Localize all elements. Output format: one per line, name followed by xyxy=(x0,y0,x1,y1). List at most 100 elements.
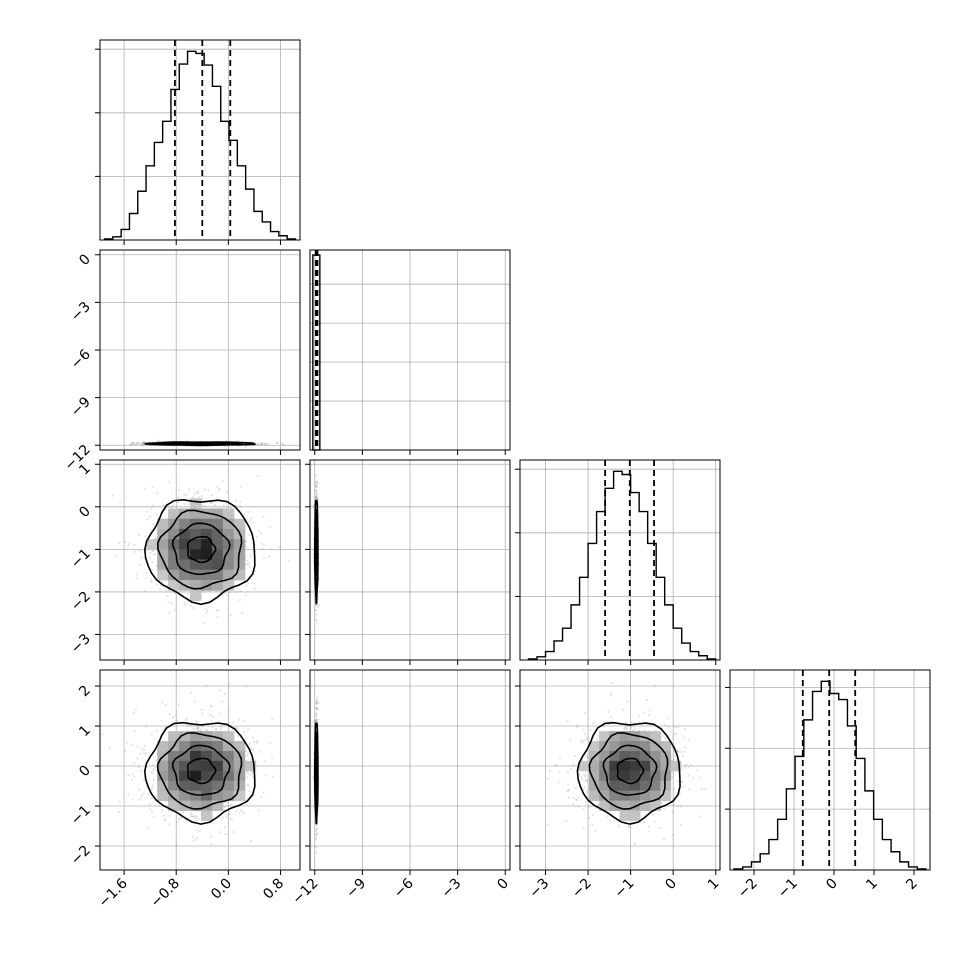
scatter-point xyxy=(195,836,198,839)
scatter-point xyxy=(156,492,159,495)
histogram-steps xyxy=(733,680,927,870)
scatter-point xyxy=(210,835,213,838)
scatter-point xyxy=(182,811,185,814)
scatter-point xyxy=(150,578,153,581)
scatter-point xyxy=(610,691,614,695)
scatter-point xyxy=(587,805,590,809)
scatter-point xyxy=(150,787,154,790)
density-cell xyxy=(222,731,235,742)
scatter-point xyxy=(262,515,265,518)
scatter-point xyxy=(194,719,197,722)
panel-frame xyxy=(99,459,301,661)
scatter-point xyxy=(145,577,148,580)
scatter-point xyxy=(312,504,316,507)
scatter-point xyxy=(239,809,242,812)
scatter-point xyxy=(260,796,263,799)
contour-line xyxy=(616,757,645,785)
scatter-point xyxy=(690,763,693,766)
scatter-panel-1-2 xyxy=(305,459,511,665)
scatter-point xyxy=(624,726,628,729)
scatter-point xyxy=(245,540,248,543)
scatter-point xyxy=(315,831,319,835)
y-tick-label: 2 xyxy=(76,683,94,701)
density-cell xyxy=(650,790,661,802)
density-cell xyxy=(190,528,202,540)
scatter-point xyxy=(202,621,205,624)
scatter-point xyxy=(609,694,612,697)
density-cell xyxy=(190,559,202,571)
contour-line xyxy=(186,757,217,785)
scatter-point xyxy=(230,803,233,806)
scatter-point xyxy=(218,689,221,692)
density-cell xyxy=(222,580,235,591)
scatter-point xyxy=(567,796,571,799)
scatter-point xyxy=(314,706,317,709)
scatter-point xyxy=(586,790,589,793)
scatter-point xyxy=(314,838,317,841)
y-tick-label: −3 xyxy=(68,299,94,325)
density-cell xyxy=(200,528,213,540)
scatter-point xyxy=(136,745,139,748)
scatter-point xyxy=(224,805,227,809)
density-cell xyxy=(222,508,235,520)
scatter-point xyxy=(238,504,242,508)
density-cell xyxy=(190,580,202,591)
scatter-point xyxy=(185,493,189,496)
scatter-point xyxy=(316,696,319,699)
x-tick-label: −6 xyxy=(391,875,417,901)
scatter-point xyxy=(625,721,628,724)
scatter-point xyxy=(589,804,592,807)
scatter-point xyxy=(216,485,219,488)
scatter-point xyxy=(314,608,318,612)
scatter-point xyxy=(139,797,143,800)
scatter-point xyxy=(677,804,680,808)
density-cell xyxy=(190,498,202,510)
scatter-point xyxy=(666,717,669,720)
density-cell xyxy=(190,539,202,550)
scatter-point xyxy=(202,590,205,593)
scatter-point xyxy=(700,787,704,790)
density-cell xyxy=(200,750,213,762)
scatter-point xyxy=(704,787,707,791)
scatter-point xyxy=(315,833,318,837)
scatter-point xyxy=(237,734,240,738)
x-tick-label: 0 xyxy=(823,876,841,894)
contour-line xyxy=(156,732,243,810)
scatter-point xyxy=(584,779,587,782)
scatter-point xyxy=(144,752,147,755)
scatter-point xyxy=(554,764,557,767)
scatter-point xyxy=(130,778,134,781)
density-cell xyxy=(222,518,235,530)
scatter-point xyxy=(258,444,262,447)
density-cell xyxy=(168,780,180,792)
density-cell xyxy=(179,760,191,772)
scatter-point xyxy=(672,803,675,806)
scatter-point xyxy=(192,607,195,610)
scatter-point xyxy=(210,501,213,504)
scatter-point xyxy=(225,490,228,493)
density-cell xyxy=(157,539,169,550)
density-cell xyxy=(640,760,651,772)
scatter-point xyxy=(134,443,137,446)
scatter-point xyxy=(142,443,145,447)
density-cell xyxy=(211,528,224,540)
y-tick-label: 0 xyxy=(76,503,94,521)
density-cell xyxy=(211,559,224,571)
scatter-point xyxy=(154,553,157,556)
scatter-point xyxy=(314,719,317,722)
scatter-point xyxy=(134,708,137,711)
scatter-point xyxy=(207,724,210,727)
scatter-point xyxy=(250,772,253,775)
density-cell xyxy=(179,770,191,782)
scatter-point xyxy=(216,615,219,619)
scatter-point xyxy=(314,719,317,722)
density-cell xyxy=(146,539,158,550)
scatter-point xyxy=(226,814,230,817)
x-tick-label: 0 xyxy=(494,876,512,894)
scatter-point xyxy=(149,528,152,531)
density-cell xyxy=(168,539,180,550)
scatter-point xyxy=(268,555,271,558)
scatter-point xyxy=(263,442,266,445)
y-tick-label: −3 xyxy=(68,631,94,657)
scatter-point xyxy=(142,749,146,752)
